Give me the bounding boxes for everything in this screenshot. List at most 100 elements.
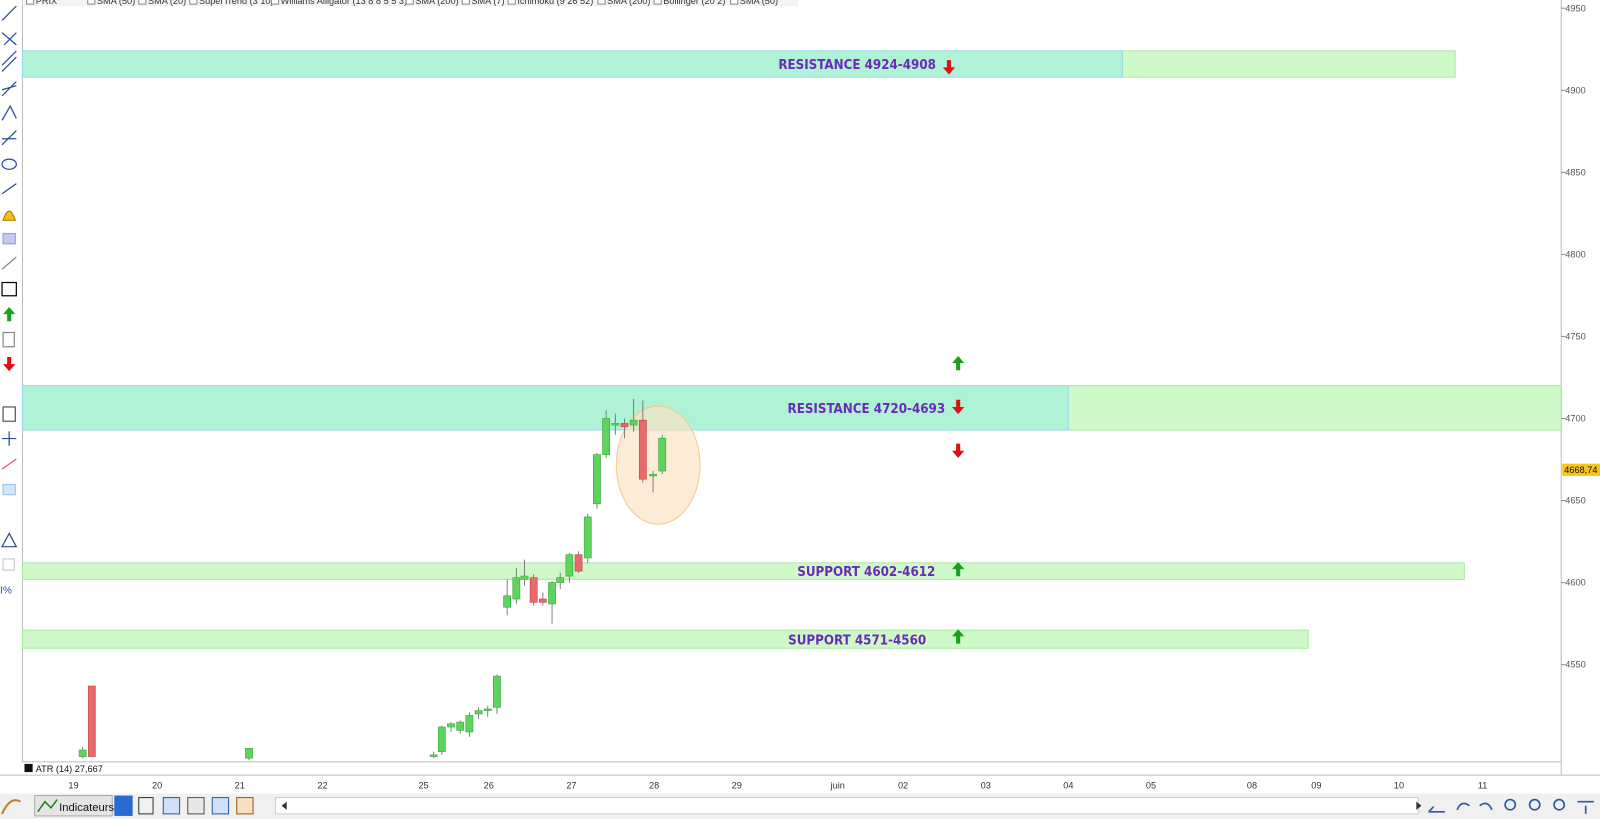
x-tick-label: 28 xyxy=(649,780,659,790)
candle-body xyxy=(474,710,483,715)
tool-button[interactable] xyxy=(138,797,154,815)
indicator-checkbox[interactable] xyxy=(507,0,516,5)
tool-button[interactable] xyxy=(236,797,254,815)
indicator-name: SMA (50) xyxy=(97,0,135,6)
candle-body xyxy=(649,473,657,477)
candle-body xyxy=(429,754,438,757)
x-tick-label: 10 xyxy=(1394,780,1404,790)
candle-body xyxy=(620,423,629,428)
price-axis: 4550 4600 4650 4700 4750 4800 4850 4900 4950 4668… xyxy=(1561,3,1600,670)
candle-body xyxy=(87,685,96,757)
zones: RESISTANCE 4924-4908 RESISTANCE 4720-4693… xyxy=(21,50,1562,649)
indicator-name: SMA (200) xyxy=(607,0,650,6)
candle-body xyxy=(503,595,512,608)
candle-body xyxy=(245,748,253,759)
up-arrow xyxy=(952,561,965,577)
indicator-name: SMA (7) xyxy=(471,0,504,6)
zone xyxy=(21,562,1465,580)
y-tick-label: 4700 xyxy=(1565,414,1585,424)
y-tick-label: 4800 xyxy=(1565,249,1585,259)
indicator-checkbox[interactable] xyxy=(189,0,198,5)
up-arrow xyxy=(952,629,965,644)
time-axis: 19 20 21 22 25 26 27 28 29 juin 02 03 04 05 08 09 10 11 xyxy=(68,780,1487,790)
indicator-name: Williams Alligator (13 8 8 5 5 3) xyxy=(281,0,407,6)
last-price-label: 4668,74 xyxy=(1564,465,1597,475)
indicator-checkbox[interactable] xyxy=(405,0,414,5)
indicator-name: PRIX xyxy=(36,0,57,6)
x-tick-label: juin xyxy=(830,780,845,790)
y-tick-label: 4900 xyxy=(1565,85,1585,95)
highlight-circle xyxy=(615,405,701,525)
zone-label: SUPPORT 4571-4560 xyxy=(788,633,926,648)
zone-label: RESISTANCE 4720-4693 xyxy=(788,402,946,417)
down-arrow xyxy=(952,399,965,415)
x-tick-label: 21 xyxy=(235,780,245,790)
tool-button[interactable] xyxy=(211,797,230,815)
indicator-checkbox[interactable] xyxy=(653,0,662,5)
up-arrow xyxy=(952,355,965,371)
indicator-name: SMA (20) xyxy=(148,0,186,6)
indicator-name: SMA (200) xyxy=(415,0,458,6)
candle-body xyxy=(556,577,565,583)
scrollbar[interactable] xyxy=(275,797,1419,815)
x-tick-label: 20 xyxy=(152,780,162,790)
candle-body xyxy=(520,575,529,580)
candle-body xyxy=(574,554,583,572)
x-tick-label: 27 xyxy=(566,780,576,790)
zone-overlay xyxy=(21,385,1069,431)
candle-body xyxy=(447,723,455,728)
indicator-checkbox[interactable] xyxy=(597,0,606,5)
candle-body xyxy=(456,721,465,731)
svg-text:I%: I% xyxy=(0,586,12,597)
candle-body xyxy=(548,582,556,605)
zone-label: RESISTANCE 4924-4908 xyxy=(778,58,936,73)
tool-button[interactable] xyxy=(162,797,181,815)
x-tick-label: 29 xyxy=(732,780,742,790)
y-tick-label: 4600 xyxy=(1565,578,1585,588)
indicator-checkbox[interactable] xyxy=(87,0,96,5)
candle-body xyxy=(529,577,538,603)
indicator-bar: PRIX SMA (50) SMA (20) SuperTrend (3 10) Wil… xyxy=(22,0,798,7)
indicator-name: Bollinger (20 2) xyxy=(663,0,725,6)
indicator-checkbox[interactable] xyxy=(461,0,470,5)
indicator-checkbox[interactable] xyxy=(138,0,147,5)
x-tick-label: 19 xyxy=(68,780,78,790)
indicator-checkbox[interactable] xyxy=(730,0,739,5)
candle-body xyxy=(512,577,521,600)
candle-body xyxy=(437,726,446,752)
candle-body xyxy=(638,419,647,480)
x-tick-label: 03 xyxy=(981,780,991,790)
indicator-name: Ichimoku (9 26 52) xyxy=(517,0,593,6)
zone-overlay xyxy=(21,50,1123,78)
indicators-button[interactable] xyxy=(34,795,113,817)
candle-body xyxy=(629,419,638,426)
candle-body xyxy=(538,598,547,603)
x-tick-label: 22 xyxy=(317,780,327,790)
candle-body xyxy=(565,554,574,577)
x-tick-label: 05 xyxy=(1146,780,1156,790)
candles xyxy=(78,398,667,760)
x-tick-label: 25 xyxy=(418,780,428,790)
x-tick-label: 02 xyxy=(898,780,908,790)
y-tick-label: 4950 xyxy=(1565,3,1585,13)
atr-swatch xyxy=(24,763,33,773)
zone-label: SUPPORT 4602-4612 xyxy=(797,565,935,580)
last-price-box xyxy=(1562,463,1600,476)
indicators-button-label[interactable]: Indicateurs xyxy=(59,802,114,814)
tool-button[interactable] xyxy=(187,797,205,815)
nav-buttons[interactable] xyxy=(1427,798,1594,814)
zone xyxy=(21,629,1309,649)
y-tick-label: 4650 xyxy=(1565,496,1585,506)
indicator-checkbox[interactable] xyxy=(270,0,280,5)
bottom-toolbar: Indicateurs xyxy=(0,793,1600,819)
x-tick-label: 11 xyxy=(1478,780,1488,790)
indicator-checkbox[interactable] xyxy=(26,0,35,5)
logo xyxy=(1,799,21,815)
x-tick-label: 09 xyxy=(1311,780,1321,790)
share-button[interactable] xyxy=(114,795,133,816)
down-arrow xyxy=(952,443,965,458)
atr-label: ATR (14) 27,667 xyxy=(36,764,103,774)
x-tick-label: 26 xyxy=(484,780,494,790)
